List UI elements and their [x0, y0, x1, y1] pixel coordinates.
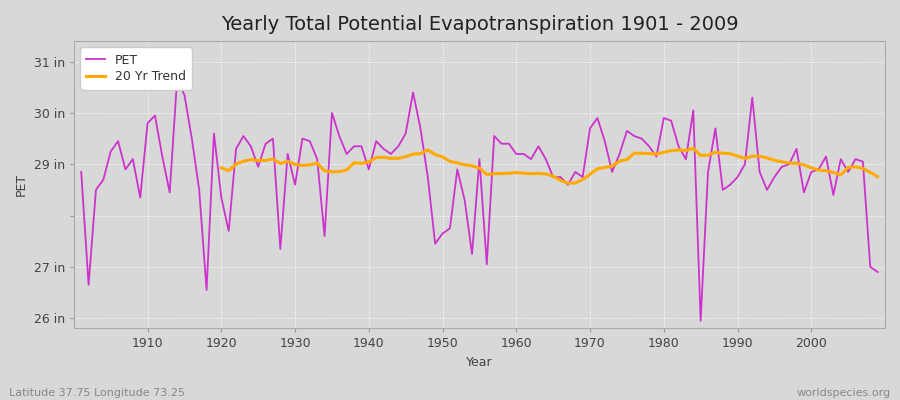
PET	[135, 195, 146, 200]
20 Yr Trend	[688, 146, 698, 151]
PET	[304, 139, 315, 144]
Y-axis label: PET: PET	[15, 173, 28, 196]
20 Yr Trend	[562, 181, 573, 186]
PET	[348, 144, 359, 149]
PET	[511, 152, 522, 156]
PET	[518, 152, 529, 156]
20 Yr Trend	[872, 174, 883, 179]
Title: Yearly Total Potential Evapotranspiration 1901 - 2009: Yearly Total Potential Evapotranspiratio…	[220, 15, 738, 34]
Line: PET: PET	[81, 80, 878, 321]
20 Yr Trend	[791, 161, 802, 166]
PET	[76, 170, 86, 174]
Text: Latitude 37.75 Longitude 73.25: Latitude 37.75 Longitude 73.25	[9, 388, 185, 398]
20 Yr Trend	[216, 166, 227, 170]
20 Yr Trend	[858, 166, 868, 171]
Line: 20 Yr Trend: 20 Yr Trend	[221, 148, 878, 183]
Legend: PET, 20 Yr Trend: PET, 20 Yr Trend	[80, 47, 193, 90]
PET	[872, 270, 883, 274]
Text: worldspecies.org: worldspecies.org	[796, 388, 891, 398]
20 Yr Trend	[304, 162, 315, 167]
X-axis label: Year: Year	[466, 356, 492, 369]
20 Yr Trend	[777, 160, 788, 164]
20 Yr Trend	[415, 151, 426, 156]
20 Yr Trend	[680, 148, 691, 153]
PET	[695, 318, 706, 323]
PET	[607, 170, 617, 174]
PET	[172, 77, 183, 82]
